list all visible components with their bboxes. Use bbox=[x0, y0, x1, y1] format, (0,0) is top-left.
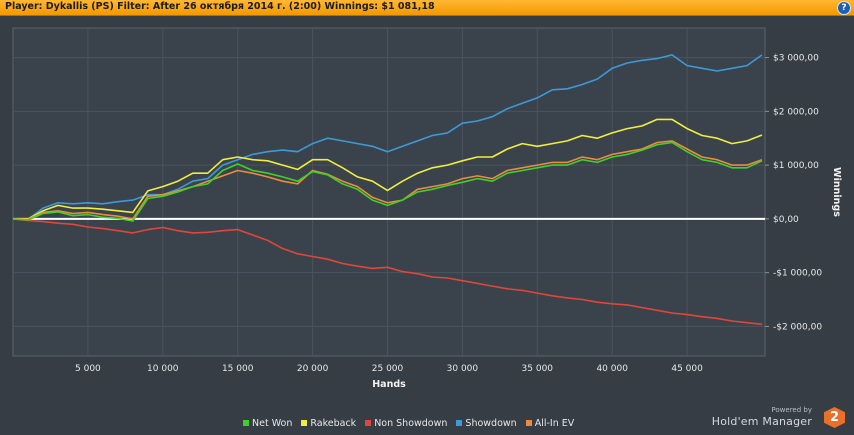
legend-item-rakeback[interactable]: Rakeback bbox=[301, 418, 356, 429]
legend-label: Net Won bbox=[252, 417, 293, 429]
legend-swatch bbox=[525, 420, 532, 426]
legend-item-showdown[interactable]: Showdown bbox=[456, 417, 517, 429]
legend-label: All-In EV bbox=[534, 417, 575, 429]
series-line-net-won bbox=[12, 141, 763, 222]
series-line-showdown bbox=[12, 54, 763, 221]
chart-legend: Net Won Rakeback Non Showdown Showdown All-I… bbox=[243, 417, 574, 429]
y-tick-label: -$2 000,00 bbox=[773, 322, 822, 332]
x-tick-label: 35 000 bbox=[522, 364, 554, 374]
legend-swatch bbox=[456, 420, 463, 426]
legend-label: Rakeback bbox=[310, 417, 357, 429]
x-axis-title: Hands bbox=[372, 379, 406, 390]
legend-item-net-won[interactable]: Net Won bbox=[243, 418, 292, 429]
legend-swatch bbox=[365, 420, 372, 426]
winnings-line-chart: 5 000 10 000 15 000 20 000 25 000 30 000 35 00… bbox=[12, 27, 842, 390]
legend-swatch bbox=[243, 420, 249, 426]
series-line-rakeback bbox=[13, 118, 763, 220]
y-tick-label: $2 000,00 bbox=[773, 107, 819, 117]
series-line-non-showdown bbox=[12, 218, 763, 326]
title-bar: Player: Dykallis (PS) Filter: After 26 о… bbox=[0, 0, 854, 16]
x-tick-label: 45 000 bbox=[671, 364, 703, 374]
x-tick-label: 15 000 bbox=[222, 364, 254, 374]
y-tick-label: $0,00 bbox=[773, 215, 799, 225]
legend-item-all-in-ev[interactable]: All-In EV bbox=[525, 417, 575, 429]
question-mark-icon[interactable]: ? bbox=[837, 1, 851, 15]
series-line-all-in-ev bbox=[12, 140, 763, 221]
product-name: Hold'em Manager bbox=[711, 415, 812, 428]
product-logo-badge: 2 bbox=[824, 407, 845, 428]
x-tick-label: 10 000 bbox=[147, 364, 179, 374]
legend-swatch bbox=[301, 420, 308, 426]
x-tick-label: 40 000 bbox=[596, 364, 628, 374]
window-title: Player: Dykallis (PS) Filter: After 26 о… bbox=[5, 1, 435, 12]
y-tick-label: $3 000,00 bbox=[773, 54, 819, 64]
legend-label: Non Showdown bbox=[374, 417, 448, 429]
y-tick-label: $1 000,00 bbox=[773, 161, 819, 171]
x-tick-label: 20 000 bbox=[297, 364, 329, 374]
y-axis-title: Winnings bbox=[831, 167, 842, 217]
legend-label: Showdown bbox=[465, 417, 517, 429]
x-tick-label: 5 000 bbox=[75, 364, 101, 374]
x-tick-label: 30 000 bbox=[447, 364, 479, 374]
plot-area bbox=[12, 27, 766, 357]
holdem-manager-branding: Powered by Hold'em Manager 2 bbox=[712, 406, 845, 430]
powered-by-text: Powered by bbox=[771, 406, 812, 414]
x-tick-label: 25 000 bbox=[372, 364, 404, 374]
legend-item-non-showdown[interactable]: Non Showdown bbox=[365, 418, 447, 429]
y-tick-label: -$1 000,00 bbox=[773, 269, 822, 279]
